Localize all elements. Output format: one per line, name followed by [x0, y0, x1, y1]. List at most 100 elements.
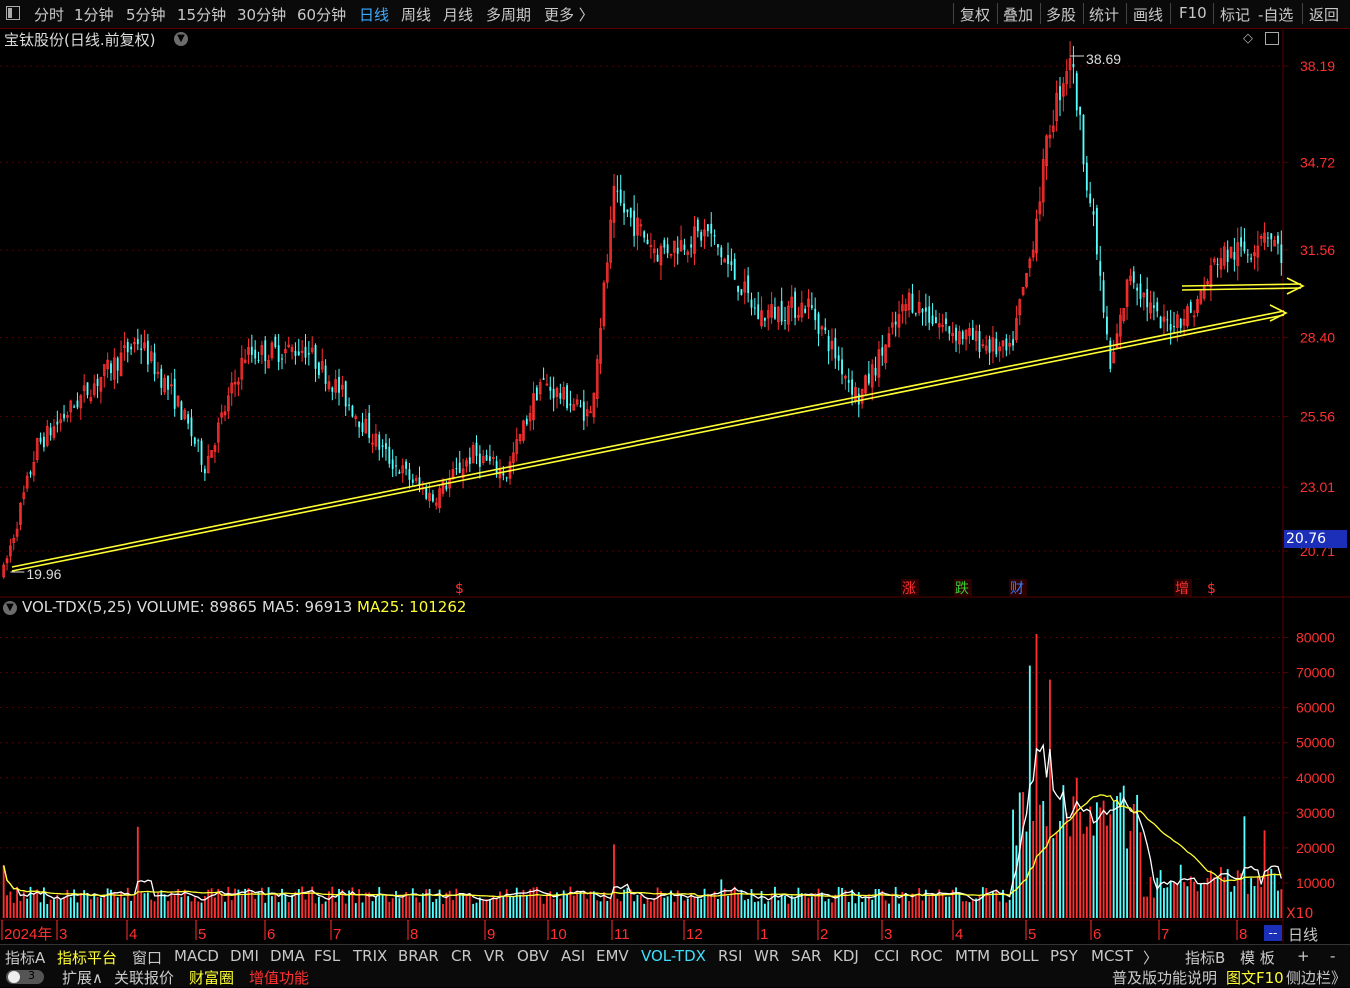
expand-button[interactable]: 扩展∧	[62, 969, 103, 987]
template-tab[interactable]: 模 板	[1240, 949, 1275, 967]
indicator-platform-tab[interactable]: 指标平台	[57, 949, 118, 967]
volume-bar	[975, 898, 978, 918]
ma25-line	[3, 794, 1282, 898]
candle-body	[844, 375, 847, 379]
back-button[interactable]: 返回	[1309, 6, 1340, 24]
tab-dma[interactable]: DMA	[270, 947, 305, 965]
tab-cci[interactable]: CCI	[874, 947, 900, 965]
tab-rsi[interactable]: RSI	[718, 947, 743, 965]
value-added-button[interactable]: 增值功能	[249, 969, 310, 987]
tab-trix[interactable]: TRIX	[353, 947, 388, 965]
volume-bar	[334, 901, 337, 918]
adjust-button[interactable]: 复权	[960, 6, 991, 24]
tab-macd[interactable]: MACD	[174, 947, 219, 965]
zoom-in-button[interactable]: +	[1297, 947, 1310, 965]
volume-bar	[961, 901, 964, 918]
multi-stock-button[interactable]: 多股	[1046, 6, 1077, 24]
candle-body	[395, 465, 397, 467]
tab-cr[interactable]: CR	[451, 947, 472, 965]
period-tab-5min[interactable]: 5分钟	[126, 6, 166, 24]
tab-kdj[interactable]: KDJ	[833, 947, 859, 965]
candle-body	[123, 345, 126, 348]
period-tab-weekly[interactable]: 周线	[401, 6, 432, 24]
f10-button[interactable]: F10	[1179, 4, 1207, 22]
price-volume-chart[interactable]: 38.1934.7231.5628.4025.5623.0120.7180000…	[0, 0, 1350, 944]
period-tab-60min[interactable]: 60分钟	[297, 6, 347, 24]
mark-button[interactable]: 标记	[1220, 6, 1251, 24]
view-toggle-switch[interactable]	[6, 970, 44, 984]
diamond-icon[interactable]: ◇	[1243, 31, 1253, 46]
candle-body	[197, 440, 200, 442]
window-toggle-icon[interactable]	[6, 6, 20, 20]
tab-vol-tdx[interactable]: VOL-TDX	[641, 947, 706, 965]
related-quote-button[interactable]: 关联报价	[114, 969, 175, 987]
indicator-b-tab[interactable]: 指标B	[1185, 949, 1226, 967]
volume-bar	[713, 891, 716, 918]
tab-mtm[interactable]: MTM	[955, 947, 991, 965]
volume-bar	[1176, 883, 1179, 918]
tab-emv[interactable]: EMV	[596, 947, 629, 965]
tab-more-arrow[interactable]: 〉	[1143, 949, 1159, 967]
tab-roc[interactable]: ROC	[910, 947, 943, 965]
zoom-out-button[interactable]: -	[1330, 947, 1336, 965]
indicator-chevron-down-icon[interactable]: ▼	[3, 601, 17, 615]
tab-sar[interactable]: SAR	[791, 947, 822, 965]
statistics-button[interactable]: 统计	[1089, 6, 1120, 24]
period-tab-more[interactable]: 更多 〉	[544, 6, 594, 24]
volume-bar	[331, 886, 334, 918]
candle-body	[538, 382, 542, 395]
tab-asi[interactable]: ASI	[561, 947, 586, 965]
daily-side-tab[interactable]: 日线	[1288, 926, 1319, 944]
tab-dmi[interactable]: DMI	[230, 947, 259, 965]
period-tab-30min[interactable]: 30分钟	[237, 6, 287, 24]
volume-bar	[96, 897, 99, 918]
period-tab-monthly[interactable]: 月线	[443, 6, 474, 24]
compress-button[interactable]: --	[1264, 925, 1282, 941]
volume-bar	[224, 901, 226, 918]
feature-guide-link[interactable]: 普及版功能说明	[1112, 969, 1218, 987]
candle-body	[679, 240, 683, 252]
period-tab-15min[interactable]: 15分钟	[177, 6, 227, 24]
self-select-button[interactable]: -自选	[1258, 6, 1294, 24]
panel-layout-icon[interactable]	[1265, 32, 1279, 45]
candle-body	[203, 468, 206, 474]
volume-bar	[525, 895, 528, 918]
candle-body	[991, 337, 995, 352]
price-tick-label: 28.40	[1300, 330, 1335, 346]
tab-fsl[interactable]: FSL	[314, 947, 341, 965]
volume-bar	[911, 893, 914, 918]
volume-bar	[988, 895, 991, 918]
candle-body	[341, 384, 344, 390]
volume-bar	[807, 897, 810, 918]
volume-bar	[1156, 877, 1159, 918]
tab-window[interactable]: 窗口	[132, 949, 163, 967]
ma5-line	[3, 743, 1282, 902]
wealth-circle-button[interactable]: 财富圈	[189, 969, 235, 987]
event-marker: 跌	[955, 581, 969, 597]
draw-line-button[interactable]: 画线	[1133, 6, 1164, 24]
event-marker-bg	[1009, 579, 1027, 596]
tab-brar[interactable]: BRAR	[398, 947, 439, 965]
candle-body	[116, 357, 119, 371]
tab-obv[interactable]: OBV	[517, 947, 549, 965]
tab-mcst[interactable]: MCST	[1091, 947, 1134, 965]
period-tab-timeshare[interactable]: 分时	[34, 6, 65, 24]
tab-wr[interactable]: WR	[754, 947, 780, 965]
candle-body	[297, 351, 300, 356]
candle-body	[790, 296, 794, 308]
tab-vr[interactable]: VR	[484, 947, 505, 965]
period-tab-daily[interactable]: 日线	[359, 6, 390, 24]
candle-body	[592, 392, 596, 418]
overlay-button[interactable]: 叠加	[1003, 6, 1034, 24]
indicator-a-tab[interactable]: 指标A	[5, 949, 46, 967]
event-marker: 增	[1175, 581, 1189, 597]
volume-bar	[100, 897, 102, 918]
period-tab-1min[interactable]: 1分钟	[74, 6, 114, 24]
f10-graphic-tab[interactable]: 图文F10	[1226, 969, 1284, 987]
title-chevron-down-icon[interactable]: ▼	[174, 32, 188, 46]
period-tab-multi[interactable]: 多周期	[486, 6, 532, 24]
candle-body	[243, 359, 247, 363]
sidebar-tab[interactable]: 侧边栏》	[1286, 969, 1347, 987]
tab-boll[interactable]: BOLL	[1000, 947, 1039, 965]
tab-psy[interactable]: PSY	[1050, 947, 1078, 965]
